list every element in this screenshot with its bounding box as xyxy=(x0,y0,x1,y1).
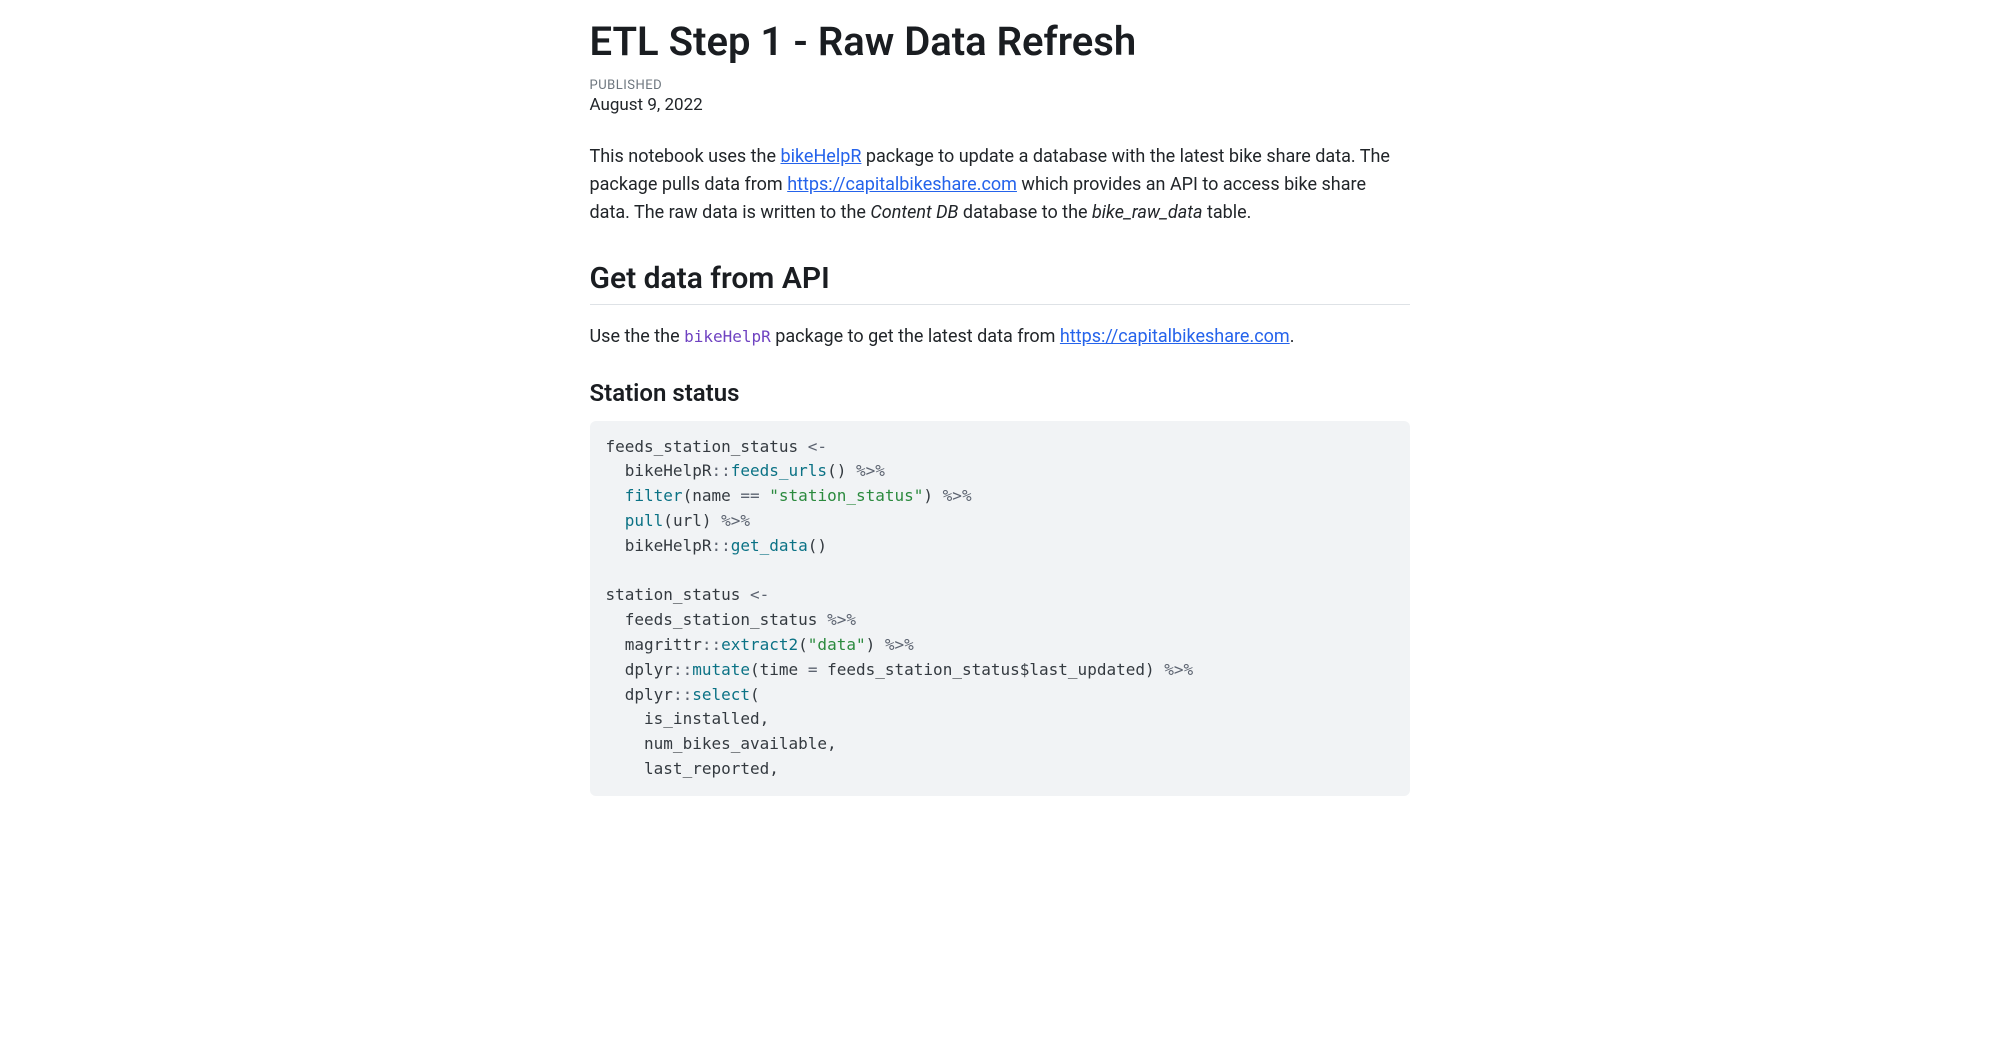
code-token: ( xyxy=(683,486,693,505)
page-title: ETL Step 1 - Raw Data Refresh xyxy=(590,18,1410,66)
code-token: "data" xyxy=(808,635,866,654)
code-token: () xyxy=(827,461,856,480)
section-text: . xyxy=(1290,326,1295,347)
code-token: %>% xyxy=(856,461,885,480)
code-token: pull xyxy=(625,511,664,530)
intro-text: database to the xyxy=(958,202,1092,223)
code-token: name xyxy=(692,486,740,505)
intro-paragraph: This notebook uses the bikeHelpR package… xyxy=(590,143,1410,227)
code-token: :: xyxy=(702,635,721,654)
code-token: feeds_urls xyxy=(731,461,827,480)
table-name: bike_raw_data xyxy=(1092,202,1202,223)
code-token: %>% xyxy=(885,635,914,654)
section-body: Use the the bikeHelpR package to get the… xyxy=(590,323,1410,351)
code-token: "station_status" xyxy=(769,486,923,505)
code-token xyxy=(606,511,625,530)
code-token: :: xyxy=(711,536,730,555)
code-token: ( xyxy=(750,685,760,704)
code-token: ) xyxy=(923,486,942,505)
code-token: last_updated xyxy=(1029,660,1145,679)
intro-text: table. xyxy=(1202,202,1251,223)
code-token: %>% xyxy=(1164,660,1193,679)
subsection-heading-station-status: Station status xyxy=(590,379,1410,407)
code-token: ) xyxy=(702,511,721,530)
code-token: == xyxy=(740,486,759,505)
code-token: feeds_station_status xyxy=(606,610,828,629)
code-token: ) xyxy=(1145,660,1164,679)
content-db-name: Content DB xyxy=(870,202,958,223)
code-token: %>% xyxy=(721,511,750,530)
code-token: $ xyxy=(1020,660,1030,679)
code-token: <- xyxy=(808,437,827,456)
code-token: <- xyxy=(750,585,769,604)
code-token: extract2 xyxy=(721,635,798,654)
code-token: bikeHelpR xyxy=(606,461,712,480)
published-label: PUBLISHED xyxy=(590,78,1410,93)
code-token: ) xyxy=(866,635,885,654)
code-token: url xyxy=(673,511,702,530)
capitalbikeshare-link-2[interactable]: https://capitalbikeshare.com xyxy=(1060,326,1290,347)
section-text: package to get the latest data from xyxy=(771,326,1060,347)
inline-code-bikehelpr: bikeHelpR xyxy=(684,327,771,346)
code-token: select xyxy=(692,685,750,704)
code-token: :: xyxy=(673,660,692,679)
code-token: num_bikes_available, xyxy=(606,734,837,753)
code-token: %>% xyxy=(827,610,856,629)
capitalbikeshare-link[interactable]: https://capitalbikeshare.com xyxy=(787,174,1017,195)
code-token: ( xyxy=(798,635,808,654)
published-date: August 9, 2022 xyxy=(590,95,1410,115)
code-token: get_data xyxy=(731,536,808,555)
code-block: feeds_station_status <- bikeHelpR::feeds… xyxy=(590,421,1410,796)
code-token: dplyr xyxy=(606,660,673,679)
document-page: ETL Step 1 - Raw Data Refresh PUBLISHED … xyxy=(590,0,1410,796)
code-token: = xyxy=(808,660,818,679)
code-token xyxy=(606,486,625,505)
section-text: Use the the xyxy=(590,326,685,347)
section-heading-get-data: Get data from API xyxy=(590,261,1410,305)
code-token: ( xyxy=(750,660,760,679)
intro-text: This notebook uses the xyxy=(590,146,781,167)
code-token: ( xyxy=(663,511,673,530)
code-token: time xyxy=(760,660,808,679)
code-token: station_status xyxy=(606,585,751,604)
code-token: dplyr xyxy=(606,685,673,704)
code-token: bikeHelpR xyxy=(606,536,712,555)
code-token: () xyxy=(808,536,827,555)
code-token: feeds_station_status xyxy=(606,437,808,456)
code-token: :: xyxy=(711,461,730,480)
code-token: magrittr xyxy=(606,635,702,654)
code-token: feeds_station_status xyxy=(827,660,1020,679)
bikehelpr-link[interactable]: bikeHelpR xyxy=(780,146,861,167)
code-token: %>% xyxy=(943,486,972,505)
code-token: filter xyxy=(625,486,683,505)
code-token: last_reported, xyxy=(606,759,779,778)
code-token: mutate xyxy=(692,660,750,679)
code-token: :: xyxy=(673,685,692,704)
code-token xyxy=(817,660,827,679)
code-token: is_installed, xyxy=(606,709,770,728)
code-token xyxy=(760,486,770,505)
